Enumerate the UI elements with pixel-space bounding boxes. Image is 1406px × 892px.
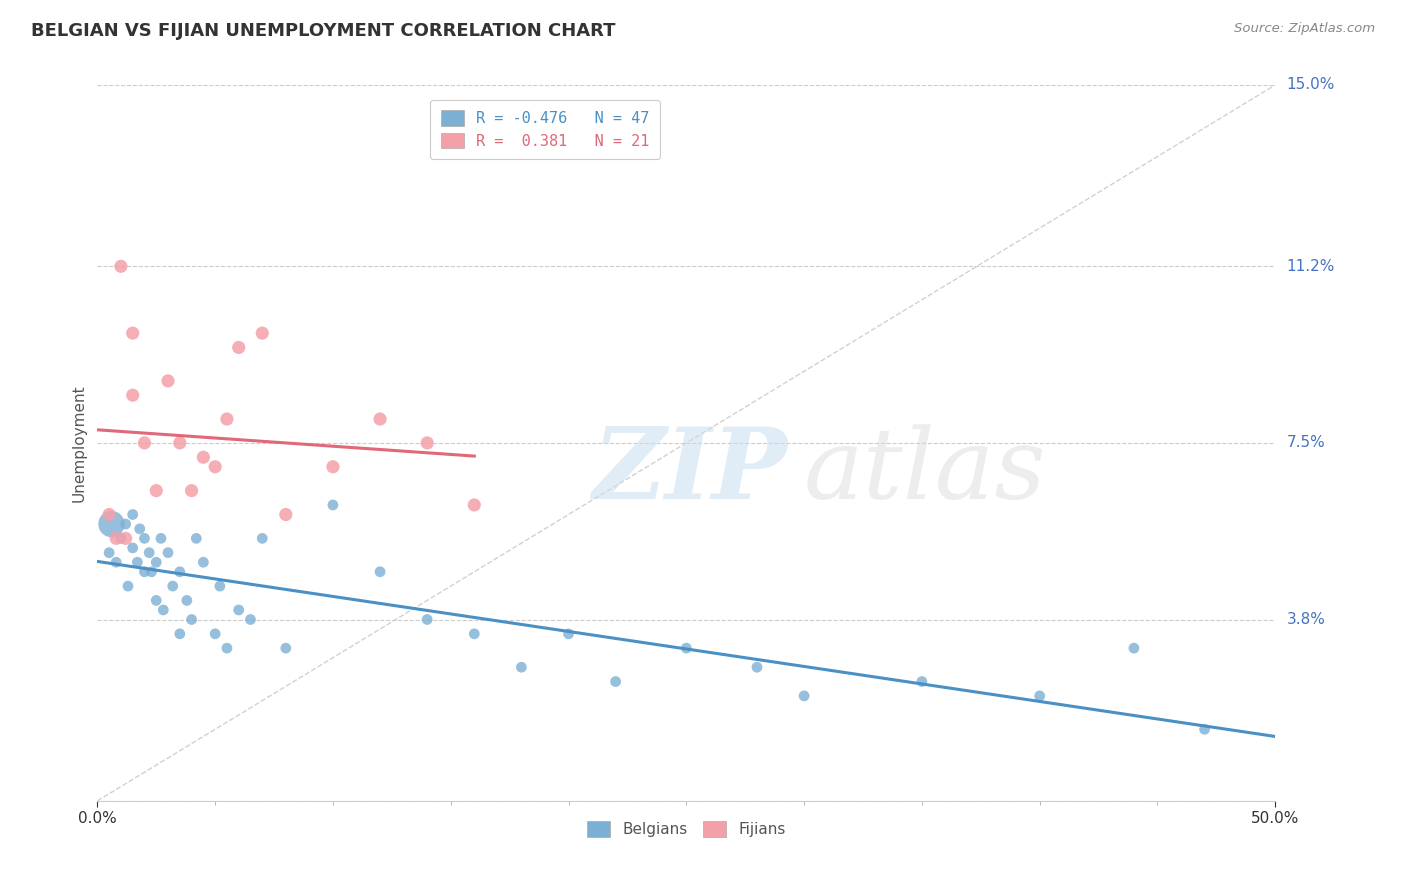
Point [105, 532, 128, 546]
Point [162, 579, 184, 593]
Point [368, 565, 391, 579]
Point [204, 627, 226, 641]
Point [157, 374, 180, 388]
Point [114, 532, 136, 546]
Point [100, 516, 122, 531]
Point [368, 412, 391, 426]
Point [186, 532, 208, 546]
Point [105, 555, 128, 569]
Point [215, 641, 238, 656]
Point [252, 326, 274, 340]
Point [274, 641, 297, 656]
Point [169, 565, 191, 579]
Point [134, 436, 156, 450]
Legend: Belgians, Fijians: Belgians, Fijians [581, 815, 792, 843]
Point [1028, 689, 1050, 703]
Point [557, 627, 579, 641]
Point [169, 436, 191, 450]
Point [176, 593, 198, 607]
Point [911, 674, 934, 689]
Y-axis label: Unemployment: Unemployment [72, 384, 86, 501]
Point [98, 508, 121, 522]
Point [169, 627, 191, 641]
Point [145, 483, 167, 498]
Point [138, 546, 160, 560]
Point [157, 546, 180, 560]
Point [193, 555, 215, 569]
Point [145, 593, 167, 607]
Point [463, 498, 485, 512]
Point [98, 546, 121, 560]
Point [193, 450, 215, 465]
Text: 7.5%: 7.5% [1286, 435, 1324, 450]
Point [322, 459, 344, 474]
Point [204, 459, 226, 474]
Point [745, 660, 768, 674]
Text: Source: ZipAtlas.com: Source: ZipAtlas.com [1234, 22, 1375, 36]
Point [152, 603, 174, 617]
Point [274, 508, 297, 522]
Point [134, 532, 156, 546]
Point [416, 436, 439, 450]
Text: BELGIAN VS FIJIAN UNEMPLOYMENT CORRELATION CHART: BELGIAN VS FIJIAN UNEMPLOYMENT CORRELATI… [31, 22, 616, 40]
Point [127, 555, 149, 569]
Point [675, 641, 697, 656]
Point [1122, 641, 1144, 656]
Text: ZIP: ZIP [592, 424, 787, 520]
Text: 3.8%: 3.8% [1286, 612, 1326, 627]
Point [510, 660, 533, 674]
Point [128, 522, 150, 536]
Point [1194, 723, 1216, 737]
Point [114, 516, 136, 531]
Point [121, 541, 143, 555]
Point [134, 565, 156, 579]
Point [228, 603, 250, 617]
Point [145, 555, 167, 569]
Point [463, 627, 485, 641]
Point [208, 579, 231, 593]
Text: 15.0%: 15.0% [1286, 78, 1334, 93]
Point [141, 565, 163, 579]
Point [117, 579, 139, 593]
Point [416, 613, 439, 627]
Text: 11.2%: 11.2% [1286, 259, 1334, 274]
Point [239, 613, 262, 627]
Point [322, 498, 344, 512]
Point [228, 341, 250, 355]
Point [215, 412, 238, 426]
Point [110, 532, 132, 546]
Point [180, 613, 202, 627]
Point [121, 326, 143, 340]
Point [121, 388, 143, 402]
Point [605, 674, 627, 689]
Point [149, 532, 172, 546]
Point [110, 260, 132, 274]
Point [180, 483, 202, 498]
Point [793, 689, 815, 703]
Point [121, 508, 143, 522]
Text: atlas: atlas [804, 424, 1047, 519]
Point [252, 532, 274, 546]
